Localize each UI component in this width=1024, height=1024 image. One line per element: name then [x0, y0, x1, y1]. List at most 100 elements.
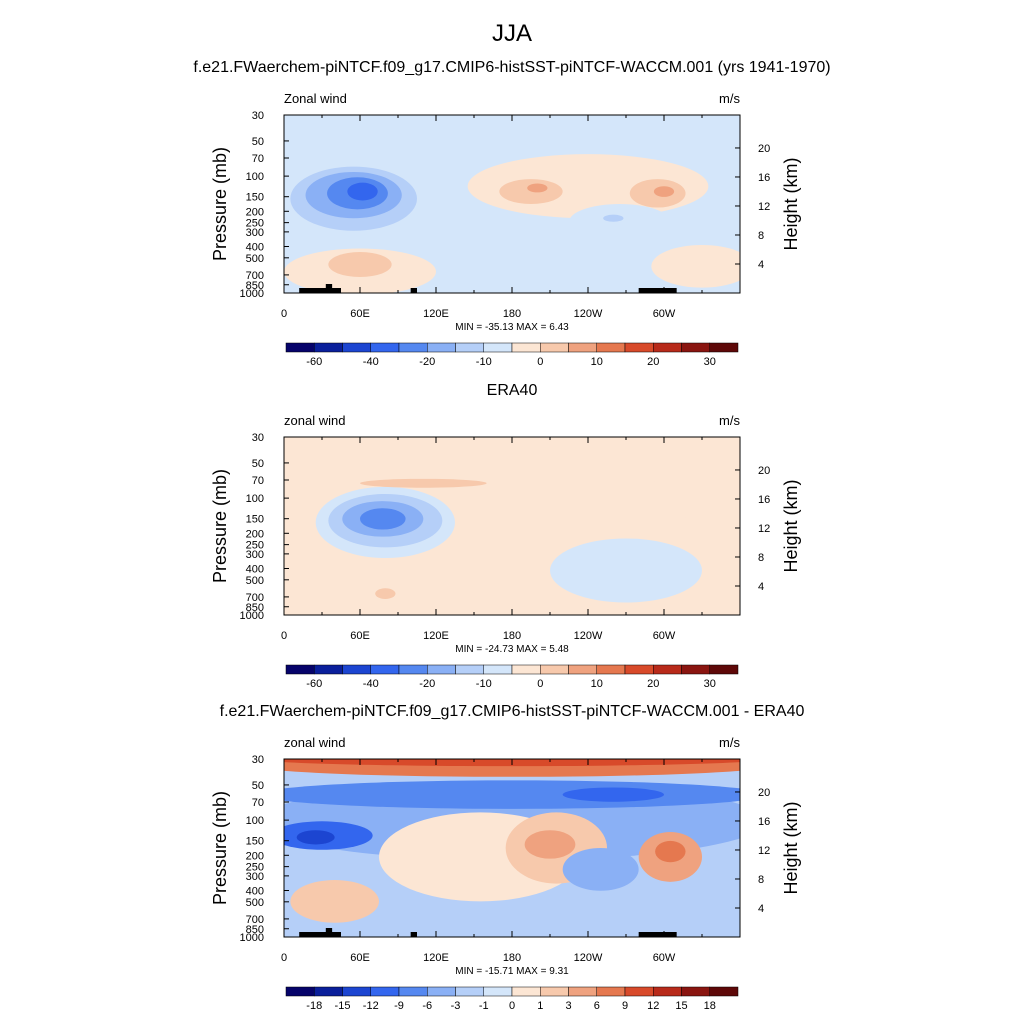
topography	[638, 932, 677, 937]
colorbar-box	[398, 664, 428, 675]
colorbar-label: 9	[622, 1000, 628, 1012]
min-max-label: MIN = -24.73 MAX = 5.48	[455, 644, 569, 655]
x-tick-label: 60E	[350, 630, 370, 642]
y2-tick-label: 4	[758, 581, 764, 593]
contour-region	[486, 472, 690, 544]
y-tick-label: 700	[246, 914, 264, 926]
y2-tick-label: 20	[758, 787, 770, 799]
colorbar-box	[285, 986, 315, 997]
y2-tick-label: 4	[758, 903, 764, 915]
colorbar-box	[483, 986, 513, 997]
colorbar-box	[653, 986, 682, 997]
colorbar-box	[709, 342, 739, 353]
colorbar-box	[342, 664, 371, 675]
contour-region	[284, 572, 436, 615]
colorbar-label: -3	[451, 1000, 461, 1012]
colorbar-box	[342, 342, 371, 353]
y2-tick-label: 20	[758, 143, 770, 155]
colorbar-label: -60	[306, 356, 322, 368]
x-tick-label: 60W	[653, 952, 676, 964]
colorbar-box	[314, 986, 343, 997]
y-tick-label: 100	[246, 493, 264, 505]
y-tick-label: 400	[246, 885, 264, 897]
colorbar-label: -1	[479, 1000, 489, 1012]
contour-region	[562, 848, 639, 891]
colorbar-box	[285, 342, 315, 353]
y2-tick-label: 8	[758, 552, 764, 564]
colorbar-label: -6	[422, 1000, 432, 1012]
y-tick-label: 300	[246, 871, 264, 883]
x-tick-label: 120W	[574, 630, 603, 642]
colorbar-label: -20	[419, 356, 435, 368]
contour-region	[375, 588, 396, 599]
colorbar-box	[653, 664, 682, 675]
topography	[328, 288, 341, 293]
x-tick-label: 180	[503, 952, 521, 964]
y-tick-label: 70	[252, 797, 264, 809]
min-max-label: MIN = -15.71 MAX = 9.31	[455, 966, 569, 977]
y-tick-label: 30	[252, 432, 264, 444]
colorbar-box	[681, 664, 710, 675]
y-tick-label: 30	[252, 754, 264, 766]
x-tick-label: 60E	[350, 308, 370, 320]
y2-tick-label: 12	[758, 845, 770, 857]
y2-tick-label: 8	[758, 874, 764, 886]
colorbar-box	[427, 342, 456, 353]
colorbar-box	[483, 664, 513, 675]
panel-title: ERA40	[487, 382, 538, 399]
colorbar-box	[596, 342, 626, 353]
colorbar-box	[370, 342, 400, 353]
x-tick-label: 0	[281, 308, 287, 320]
colorbar-box	[624, 664, 654, 675]
contour-region	[328, 252, 392, 277]
contour-region	[562, 787, 664, 802]
y2-axis-label: Height (km)	[781, 801, 801, 894]
y-tick-label: 500	[246, 897, 264, 909]
colorbar-box	[314, 664, 343, 675]
colorbar-box	[342, 986, 371, 997]
colorbar-box	[681, 342, 710, 353]
colorbar-box	[681, 986, 710, 997]
colorbar-label: -40	[363, 678, 379, 690]
colorbar-box	[709, 664, 739, 675]
topography	[325, 928, 333, 937]
x-tick-label: 120W	[574, 952, 603, 964]
contour-region	[347, 182, 378, 201]
y-tick-label: 1000	[240, 610, 264, 622]
colorbar-box	[511, 986, 541, 997]
y-tick-label: 50	[252, 458, 264, 470]
colorbar-box	[370, 986, 400, 997]
contour-region	[360, 478, 487, 488]
x-tick-label: 60W	[653, 308, 676, 320]
colorbar-box	[596, 986, 626, 997]
topography	[410, 932, 417, 937]
colorbar-label: -18	[306, 1000, 322, 1012]
panel-1: f.e21.FWaerchem-piNTCF.f09_g17.CMIP6-his…	[193, 59, 830, 368]
y-tick-label: 850	[246, 924, 264, 936]
colorbar-box	[511, 664, 541, 675]
colorbar-label: -40	[363, 356, 379, 368]
colorbar-label: 20	[647, 356, 659, 368]
y-tick-label: 1000	[240, 932, 264, 944]
y-axis-label: Pressure (mb)	[210, 147, 230, 261]
y2-tick-label: 12	[758, 201, 770, 213]
x-tick-label: 120E	[423, 630, 449, 642]
main-title: JJA	[491, 20, 532, 47]
colorbar-label: -12	[363, 1000, 379, 1012]
contour-region	[603, 214, 624, 222]
colorbar-box	[568, 342, 597, 353]
units-label: m/s	[719, 735, 740, 750]
contour-region	[527, 183, 548, 193]
y2-tick-label: 16	[758, 816, 770, 828]
colorbar-label: 30	[704, 678, 716, 690]
y-tick-label: 500	[246, 253, 264, 265]
colorbar-label: -20	[419, 678, 435, 690]
min-max-label: MIN = -35.13 MAX = 6.43	[455, 322, 569, 333]
y2-tick-label: 16	[758, 494, 770, 506]
colorbar-box	[709, 986, 739, 997]
contour-region	[655, 840, 686, 863]
y-tick-label: 850	[246, 602, 264, 614]
colorbar-box	[596, 664, 626, 675]
colorbar-label: -9	[394, 1000, 404, 1012]
colorbar-box	[540, 342, 569, 353]
